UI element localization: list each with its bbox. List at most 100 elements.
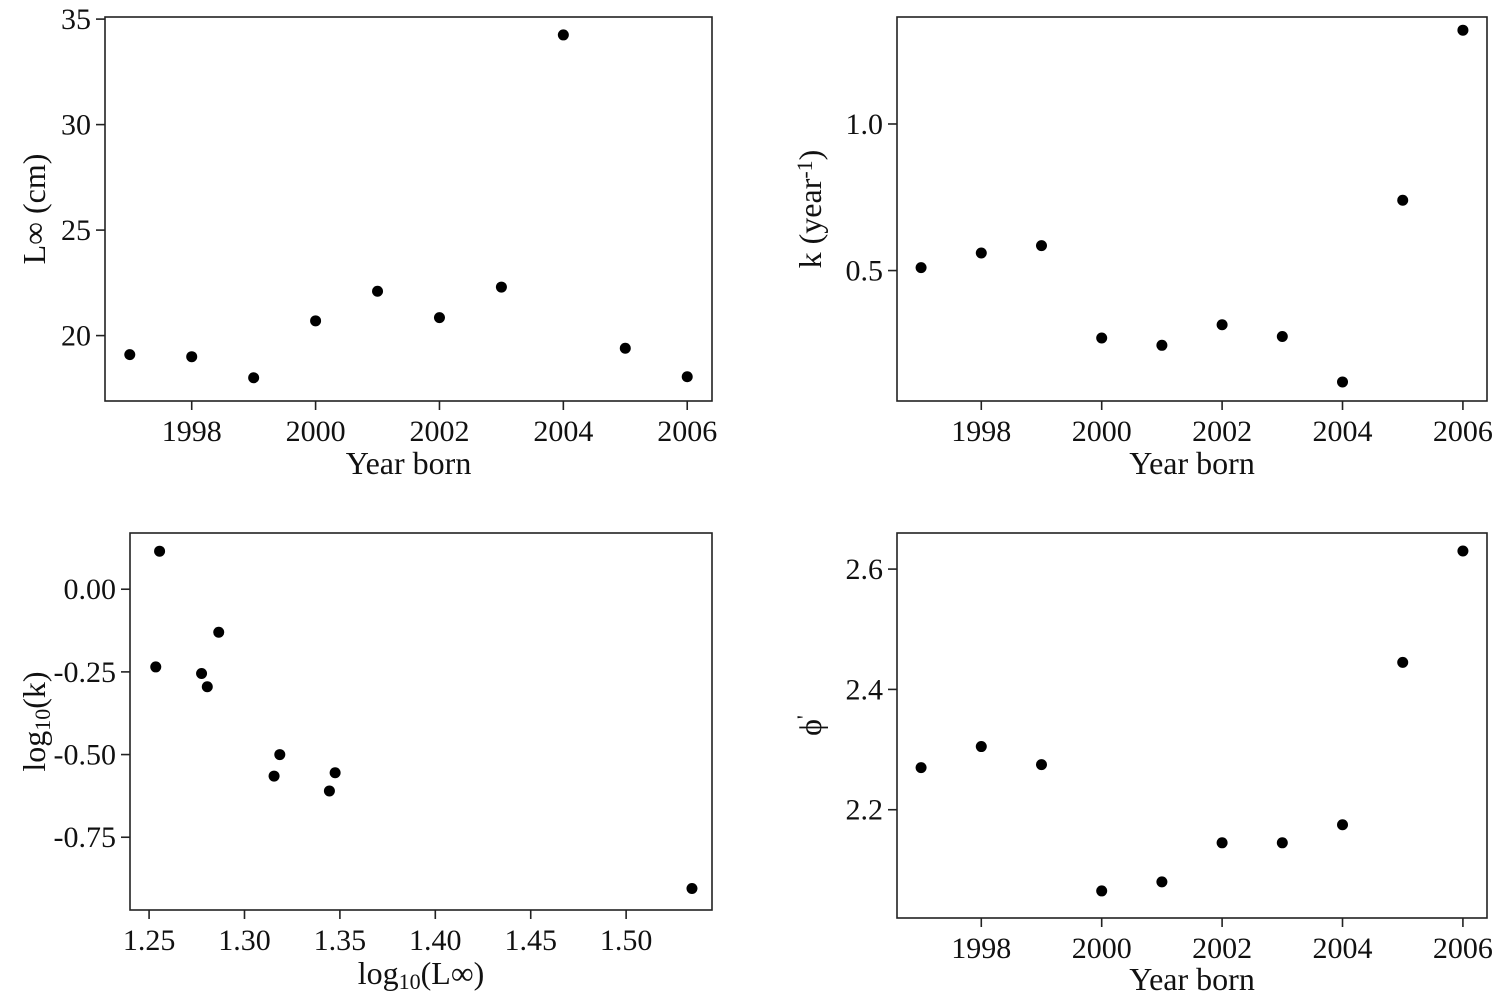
xlabel-main: Year born [1129,445,1255,481]
x-axis-title: Year born [346,445,472,481]
plot-frame [896,532,1488,919]
data-point [268,770,280,782]
data-point [1457,545,1469,557]
data-point [915,762,927,774]
data-point [310,315,322,327]
x-tick-label: 2002 [409,415,469,448]
y-axis-title: log10(k) [16,671,55,771]
ylabel-superscript: -1 [792,160,817,178]
ylabel-superscript: ' [792,715,817,719]
y-tick-label: 30 [61,109,91,142]
y-tick-label: 2.6 [846,553,884,586]
data-point [619,342,631,354]
x-tick-label: 1998 [951,932,1011,965]
data-point [1276,331,1288,343]
y-tick-label: 1.0 [846,108,884,141]
panel-log: 1.25 1.30 1.35 1.40 1.45 1.50 0.00 -0.25 -0.50 -0… [16,532,713,994]
x-tick-label: 1.45 [504,924,557,957]
data-point [1035,759,1047,771]
data-point [323,785,335,797]
panel-k: 1998 2000 2002 2004 2006 0.5 1.0 Year born k (ye… [792,16,1493,481]
data-point [1035,240,1047,252]
data-point [495,281,507,293]
x-tick-label: 1.40 [409,924,462,957]
x-tick-label: 1.35 [314,924,367,957]
x-axis-title: Year born [1129,445,1255,481]
x-tick-label: 1998 [951,415,1011,448]
data-point [154,545,166,557]
y-tick-label: 25 [61,214,91,247]
data-point [915,262,927,274]
plot-frame [129,532,713,911]
data-point [196,668,208,680]
data-point [186,351,198,363]
data-point [1156,876,1168,888]
xlabel-main: Year born [346,445,472,481]
y-tick-label: 2.4 [846,673,884,706]
x-tick-label: 2006 [657,415,717,448]
data-point [1276,837,1288,849]
y-tick-label: 0.00 [64,573,117,606]
x-tick-label: 2004 [1313,415,1373,448]
y-tick-label: 35 [61,3,91,36]
x-tick-label: 1.50 [600,924,653,957]
y-axis-title: k (year-1) [792,150,828,269]
xlabel-subscript: 10 [399,969,421,994]
data-point [150,661,162,673]
data-point [329,767,341,779]
data-point [681,371,693,383]
data-point [1457,24,1469,36]
data-point [975,247,987,259]
ylabel-suffix: (k) [16,671,52,708]
data-point [248,372,260,384]
y-tick-label: -0.50 [54,739,117,772]
data-point [1216,319,1228,331]
data-point [1216,837,1228,849]
plot-frame [104,16,713,402]
data-point [124,349,136,361]
xlabel-main: log [358,955,399,991]
y-tick-label: -0.25 [54,656,117,689]
data-point [686,883,698,895]
y-tick-label: 2.2 [846,794,884,827]
y-tick-label: -0.75 [54,821,117,854]
data-point [1397,194,1409,206]
panel-phi: 1998 2000 2002 2004 2006 2.2 2.4 2.6 Year born ϕ' [792,532,1493,996]
ylabel-main: L∞ (cm) [16,154,52,265]
panel-linf: 1998 2000 2002 2004 2006 20 25 30 35 Year born L∞ … [16,3,717,481]
ylabel-main: k (year [792,178,828,268]
x-tick-label: 2004 [1313,932,1373,965]
ylabel-main: log [16,731,52,772]
data-point [1096,332,1108,344]
x-tick-label: 2004 [533,415,593,448]
x-axis-title: Year born [1129,961,1255,996]
plot-frame [896,16,1488,402]
x-tick-label: 2006 [1433,932,1493,965]
xlabel-main: Year born [1129,961,1255,996]
x-tick-label: 1.25 [123,924,176,957]
data-point [975,741,987,753]
y-tick-label: 20 [61,320,91,353]
data-point [433,312,445,324]
data-point [1096,885,1108,897]
data-point [1337,376,1349,388]
data-point [274,749,286,761]
y-axis-title: ϕ' [792,715,828,736]
data-point [201,681,213,693]
x-tick-label: 2002 [1192,932,1252,965]
ylabel-main: ϕ [792,719,828,736]
x-tick-label: 1998 [162,415,222,448]
data-point [372,285,384,297]
data-point [1397,656,1409,668]
x-axis-title: log10(L∞) [358,955,485,994]
data-point [1337,819,1349,831]
x-tick-label: 2000 [1072,415,1132,448]
x-tick-label: 2002 [1192,415,1252,448]
y-tick-label: 0.5 [846,255,884,288]
xlabel-suffix: (L∞) [421,955,485,991]
x-tick-label: 2000 [1072,932,1132,965]
ylabel-suffix: ) [792,150,828,161]
x-tick-label: 2006 [1433,415,1493,448]
data-point [213,626,225,638]
